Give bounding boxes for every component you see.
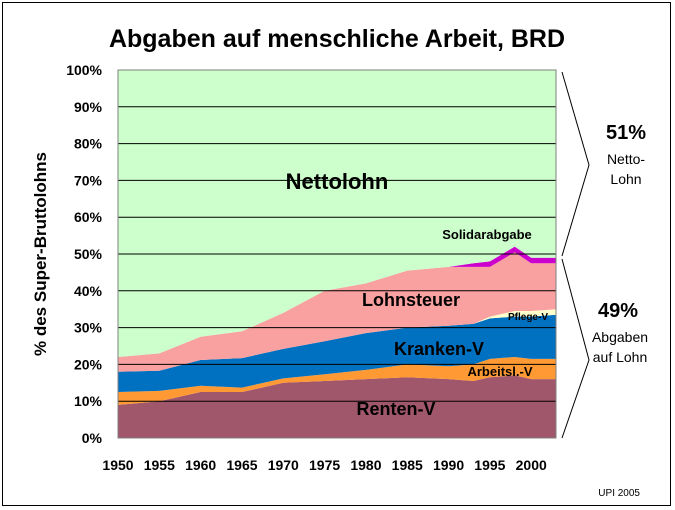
- area-arbeitsl-v: [118, 357, 556, 405]
- x-tick-label: 2000: [516, 457, 547, 473]
- chart-frame: [2, 2, 671, 506]
- x-tick-label: 1955: [144, 457, 175, 473]
- abgaben-label-line1: Abgaben: [592, 329, 648, 345]
- area-renten-v: [118, 375, 556, 438]
- x-tick-label: 1965: [226, 457, 257, 473]
- x-tick-label: 1990: [433, 457, 464, 473]
- area-layers: [118, 70, 556, 438]
- y-tick-label: 60%: [74, 209, 103, 225]
- x-tick-label: 1985: [392, 457, 423, 473]
- credit-text: UPI 2005: [598, 488, 640, 499]
- label-lohnsteuer: Lohnsteuer: [362, 290, 460, 310]
- label-nettolohn: Nettolohn: [286, 169, 389, 194]
- netto-bracket: [561, 71, 590, 257]
- netto-label-line2: Lohn: [610, 171, 641, 187]
- y-tick-label: 10%: [74, 393, 103, 409]
- netto-label-line1: Netto-: [607, 151, 645, 167]
- label-kranken: Kranken-V: [394, 339, 484, 359]
- x-tick-label: 1975: [309, 457, 340, 473]
- y-tick-label: 80%: [74, 136, 103, 152]
- chart-title: Abgaben auf menschliche Arbeit, BRD: [109, 25, 565, 53]
- x-tick-label: 1980: [350, 457, 381, 473]
- y-tick-label: 90%: [74, 99, 103, 115]
- area-nettolohn: [118, 70, 556, 357]
- netto-percentage: 51%: [606, 122, 646, 144]
- y-axis-ticks: 0% 10% 20% 30% 40% 50% 60% 70% 80% 90% 100%: [66, 62, 102, 446]
- gridlines: [118, 106, 556, 402]
- label-renten: Renten-V: [356, 399, 435, 419]
- y-tick-label: 20%: [74, 356, 103, 372]
- label-arbeitsl: Arbeitsl.-V: [467, 364, 532, 379]
- abgaben-label-line2: auf Lohn: [593, 349, 648, 365]
- area-kranken-v: [118, 314, 556, 392]
- y-tick-label: 40%: [74, 283, 103, 299]
- y-tick-label: 70%: [74, 172, 103, 188]
- x-tick-label: 1950: [102, 457, 133, 473]
- x-tick-label: 1995: [474, 457, 505, 473]
- x-tick-label: 1970: [268, 457, 299, 473]
- y-tick-label: 50%: [74, 246, 103, 262]
- abgaben-percentage: 49%: [598, 300, 638, 322]
- x-tick-label: 1960: [185, 457, 216, 473]
- label-pflege: Pflege-V: [508, 312, 548, 323]
- y-tick-label: 30%: [74, 320, 103, 336]
- plot-border: [117, 69, 557, 439]
- label-solidarabgabe: Solidarabgabe: [442, 227, 532, 242]
- area-lohnsteuer: [118, 252, 556, 372]
- abgaben-bracket: [561, 258, 590, 439]
- y-tick-label: 0%: [82, 430, 103, 446]
- y-tick-label: 100%: [66, 62, 102, 78]
- x-axis-ticks: 1950 1955 1960 1965 1970 1975 1980 1985 1990 1995…: [102, 457, 547, 473]
- area-pflege-v: [118, 309, 556, 372]
- y-axis-label: % des Super-Bruttolohns: [31, 152, 50, 356]
